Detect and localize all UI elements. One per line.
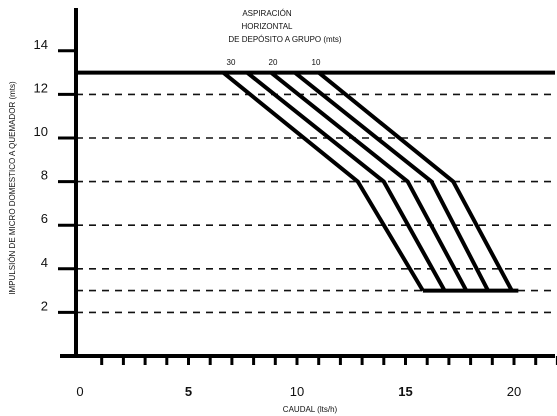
- annotation-line-3: DE DEPÓSITO A GRUPO (mts): [228, 35, 342, 44]
- x-tick-label-15: 15: [398, 384, 412, 399]
- x-tick-label-20: 20: [507, 384, 521, 399]
- tick-labels: 0 5 10 15 20 2 4 6 8 10 12 14: [34, 37, 522, 399]
- series-line-3: [269, 71, 469, 292]
- series-line-1: [221, 71, 425, 292]
- curve-label-10: 10: [312, 58, 321, 67]
- grid-lines: [76, 70, 555, 314]
- y-tick-label-4: 4: [41, 255, 48, 270]
- series-line-5: [317, 71, 514, 292]
- y-tick-label-14: 14: [34, 37, 48, 52]
- curve-label-20: 20: [269, 58, 278, 67]
- series-line-2: [245, 71, 447, 292]
- series-line-4: [293, 71, 490, 292]
- x-axis-title: CAUDAL (lts/h): [283, 405, 338, 414]
- y-tick-label-8: 8: [41, 168, 48, 183]
- annotation-line-1: ASPIRACIÓN: [242, 9, 292, 18]
- annotation: ASPIRACIÓN HORIZONTAL DE DEPÓSITO A GRUPO …: [227, 9, 342, 67]
- y-axis-title: IMPULSIÓN DE MICRO DOMESTICO A QUEMADOR …: [8, 81, 17, 295]
- series-group: [221, 71, 514, 292]
- x-tick-label-5: 5: [185, 384, 192, 399]
- annotation-line-2: HORIZONTAL: [242, 22, 294, 31]
- x-tick-label-0: 0: [76, 384, 83, 399]
- x-tick-label-10: 10: [290, 384, 304, 399]
- y-tick-label-6: 6: [41, 211, 48, 226]
- axes: [58, 8, 557, 365]
- curve-label-30: 30: [227, 58, 236, 67]
- y-tick-label-10: 10: [34, 124, 48, 139]
- y-tick-label-12: 12: [34, 80, 48, 95]
- y-tick-label-2: 2: [41, 298, 48, 313]
